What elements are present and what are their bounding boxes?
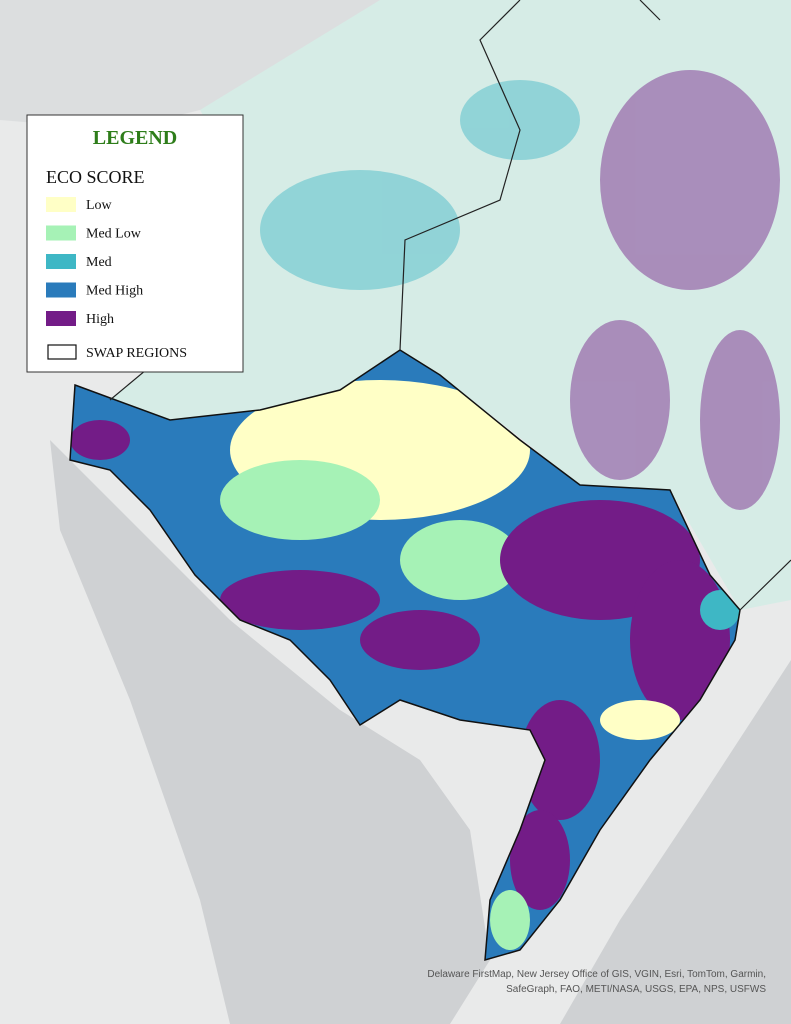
boundary-swatch bbox=[47, 344, 77, 360]
legend-box bbox=[26, 114, 244, 373]
attribution: SafeGraph, FAO, METI/NASA, USGS, EPA, NP… bbox=[506, 984, 766, 995]
patch bbox=[520, 700, 600, 820]
patch bbox=[600, 700, 680, 740]
patch bbox=[600, 70, 780, 290]
legend-label: Low bbox=[86, 198, 113, 213]
patch bbox=[460, 80, 580, 160]
legend-title: LEGEND bbox=[93, 127, 177, 149]
faded-patches bbox=[260, 70, 780, 510]
patch bbox=[570, 320, 670, 480]
ocean bbox=[560, 660, 791, 1024]
patch bbox=[70, 420, 130, 460]
legend-swatch bbox=[46, 225, 76, 241]
legend-swatch bbox=[46, 197, 76, 212]
patch bbox=[260, 170, 460, 290]
patch bbox=[220, 460, 380, 540]
legend-label: Med High bbox=[86, 284, 143, 299]
patch bbox=[360, 610, 480, 670]
region-boundary bbox=[69, 349, 741, 962]
patch bbox=[220, 570, 380, 630]
faded-region bbox=[110, 0, 791, 610]
legend-label: High bbox=[86, 312, 114, 327]
patch bbox=[510, 810, 570, 910]
patch bbox=[490, 890, 530, 950]
legend-subtitle: ECO SCORE bbox=[46, 167, 145, 187]
patch bbox=[700, 590, 740, 630]
legend-label: SWAP REGIONS bbox=[86, 346, 187, 361]
patch bbox=[700, 330, 780, 510]
legend-swatch bbox=[46, 311, 76, 326]
legend-swatch bbox=[46, 254, 76, 269]
legend-label: Med Low bbox=[86, 227, 142, 242]
bay bbox=[50, 440, 490, 1024]
patch bbox=[400, 520, 520, 600]
legend-label: Med bbox=[86, 255, 112, 270]
legend: LEGEND ECO SCORE Low Med Low Med Med High Hi… bbox=[26, 114, 244, 373]
legend-swatch bbox=[46, 282, 76, 298]
attribution: Delaware FirstMap, New Jersey Office of … bbox=[427, 969, 766, 980]
